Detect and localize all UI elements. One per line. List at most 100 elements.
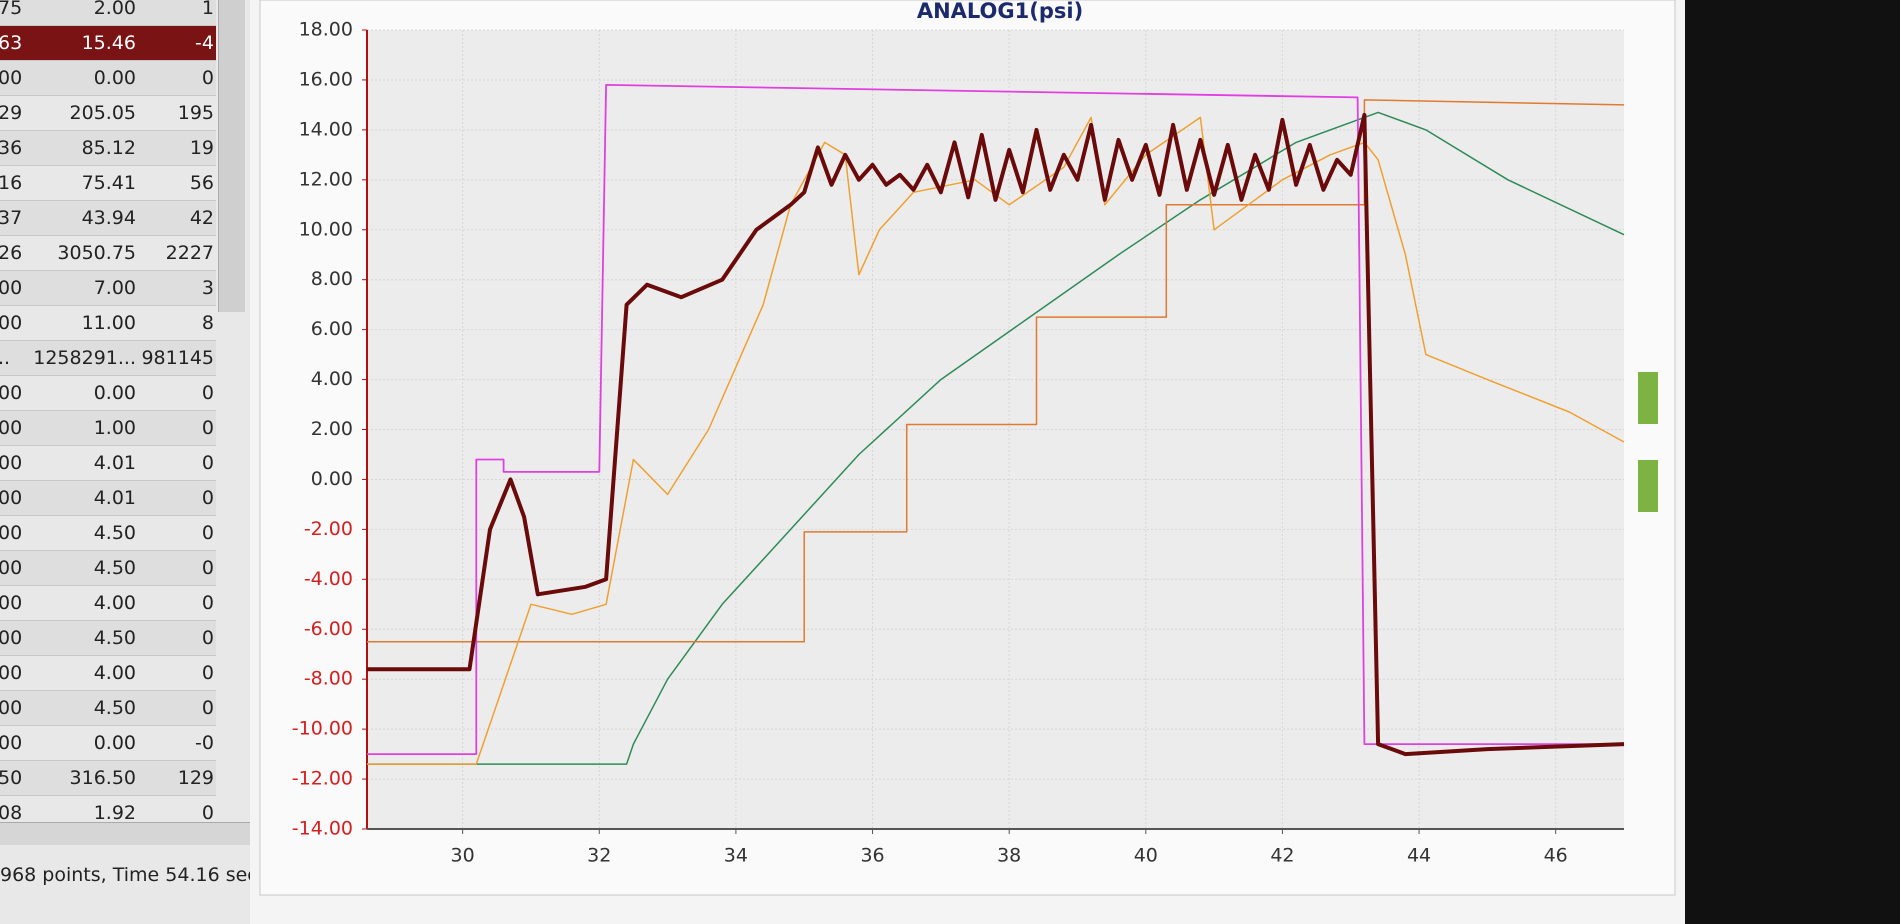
table-cell: 08: [0, 802, 23, 824]
table-cell: 4.00: [93, 662, 136, 684]
table-cell: 42: [189, 207, 214, 229]
x-tick-label: 42: [1270, 845, 1294, 867]
table-cell: 0: [201, 662, 214, 684]
table-row[interactable]: 00 4.50 0: [0, 620, 216, 656]
table-row[interactable]: 63 15.46 -4: [0, 25, 216, 61]
scrollbar[interactable]: [218, 0, 245, 312]
y-tick-label: 0.00: [311, 468, 353, 490]
table-cell: 00: [0, 522, 23, 544]
table-cell: 00: [0, 312, 23, 334]
table-cell: 2.00: [93, 0, 136, 19]
table-cell: 0: [201, 802, 214, 824]
x-tick-label: 34: [724, 845, 748, 867]
table-cell: 129: [177, 767, 214, 789]
table-row[interactable]: 00 4.01 0: [0, 480, 216, 516]
table-cell: 2227: [165, 242, 214, 264]
table-cell: 00: [0, 697, 23, 719]
table-row[interactable]: .. 1258291...981145: [0, 340, 216, 376]
y-tick-label: 4.00: [311, 368, 353, 390]
x-tick-label: 36: [860, 845, 884, 867]
y-tick-label: 12.00: [299, 168, 353, 190]
y-tick-label: 8.00: [311, 268, 353, 290]
table-cell: 4.01: [93, 452, 136, 474]
table-cell: 3050.75: [57, 242, 136, 264]
table-cell: 00: [0, 557, 23, 579]
y-tick-label: -2.00: [304, 518, 353, 540]
table-cell: 75: [0, 0, 23, 19]
table-cell: 0: [201, 627, 214, 649]
table-cell: 316.50: [69, 767, 136, 789]
table-cell: 26: [0, 242, 23, 264]
data-line: [367, 84, 1624, 755]
table-cell: 0: [201, 452, 214, 474]
x-tick-label: 32: [587, 845, 611, 867]
table-row[interactable]: 00 4.00 0: [0, 655, 216, 691]
table-cell: 8: [201, 312, 214, 334]
table-row[interactable]: 00 4.50 0: [0, 550, 216, 586]
zoom-button[interactable]: [1638, 460, 1658, 512]
table-row[interactable]: 00 0.00 -0: [0, 725, 216, 761]
x-tick-label: 46: [1544, 845, 1568, 867]
table-cell: 7.00: [93, 277, 136, 299]
zoom-button[interactable]: [1638, 372, 1658, 424]
chart: ANALOG1(psi) -14.00 -12.00 -10.00 -8.00 -6.0…: [250, 0, 1685, 924]
table-row[interactable]: 50 316.50 129: [0, 760, 216, 796]
table-cell: 85.12: [81, 137, 136, 159]
table-row[interactable]: 00 1.00 0: [0, 410, 216, 446]
table-cell: 00: [0, 627, 23, 649]
table-cell: 15.46: [81, 32, 136, 54]
table-cell: 00: [0, 277, 23, 299]
table-cell: 3: [201, 277, 214, 299]
x-tick-label: 30: [451, 845, 475, 867]
table-row[interactable]: 00 4.50 0: [0, 515, 216, 551]
table-cell: 37: [0, 207, 23, 229]
y-tick-label: -12.00: [292, 768, 353, 790]
data-table: 08 1.92 0 50 316.50 129 00 0.00 -0 00 4.50 0 00 4.00 0…: [0, 0, 258, 924]
table-row[interactable]: 36 85.12 19: [0, 130, 216, 166]
table-cell: 981145: [141, 347, 214, 369]
status-text: 968 points, Time 54.16 sec: [0, 864, 258, 886]
table-row[interactable]: 00 7.00 3: [0, 270, 216, 306]
table-cell: 4.01: [93, 487, 136, 509]
x-tick-label: 38: [997, 845, 1021, 867]
table-row[interactable]: 00 0.00 0: [0, 60, 216, 96]
table-cell: 19: [189, 137, 214, 159]
table-cell: 00: [0, 382, 23, 404]
table-cell: 16: [0, 172, 23, 194]
table-cell: 0: [201, 67, 214, 89]
chart-title: ANALOG1(psi): [917, 0, 1083, 23]
table-cell: -4: [195, 32, 214, 54]
table-row[interactable]: 75 2.00 1: [0, 0, 216, 26]
y-tick-label: -8.00: [304, 668, 353, 690]
y-tick-label: 10.00: [299, 218, 353, 240]
table-row[interactable]: 16 75.41 56: [0, 165, 216, 201]
table-cell: 4.50: [93, 627, 136, 649]
table-cell: 1258291...: [33, 347, 136, 369]
table-row[interactable]: 37 43.94 42: [0, 200, 216, 236]
table-cell: -0: [195, 732, 214, 754]
table-cell: 0: [201, 522, 214, 544]
y-tick-label: -14.00: [292, 818, 353, 840]
table-cell: 0.00: [93, 732, 136, 754]
table-cell: 50: [0, 767, 23, 789]
data-line: [367, 116, 1625, 765]
table-row[interactable]: 00 4.50 0: [0, 690, 216, 726]
table-cell: 00: [0, 732, 23, 754]
table-cell: 1: [201, 0, 214, 19]
table-row[interactable]: 00 4.00 0: [0, 585, 216, 621]
table-cell: 0: [201, 382, 214, 404]
table-row[interactable]: 29 205.05 195: [0, 95, 216, 131]
table-cell: ..: [0, 347, 11, 369]
table-cell: 4.50: [93, 557, 136, 579]
table-cell: 4.00: [93, 592, 136, 614]
table-cell: 43.94: [81, 207, 136, 229]
nav-buttons[interactable]: [1638, 372, 1658, 512]
table-row[interactable]: 00 0.00 0: [0, 375, 216, 411]
h-scrollbar[interactable]: [0, 822, 250, 845]
table-row[interactable]: 26 3050.75 2227: [0, 235, 216, 271]
table-row[interactable]: 00 11.00 8: [0, 305, 216, 341]
y-tick-label: -10.00: [292, 718, 353, 740]
table-row[interactable]: 00 4.01 0: [0, 445, 216, 481]
table-cell: 00: [0, 662, 23, 684]
